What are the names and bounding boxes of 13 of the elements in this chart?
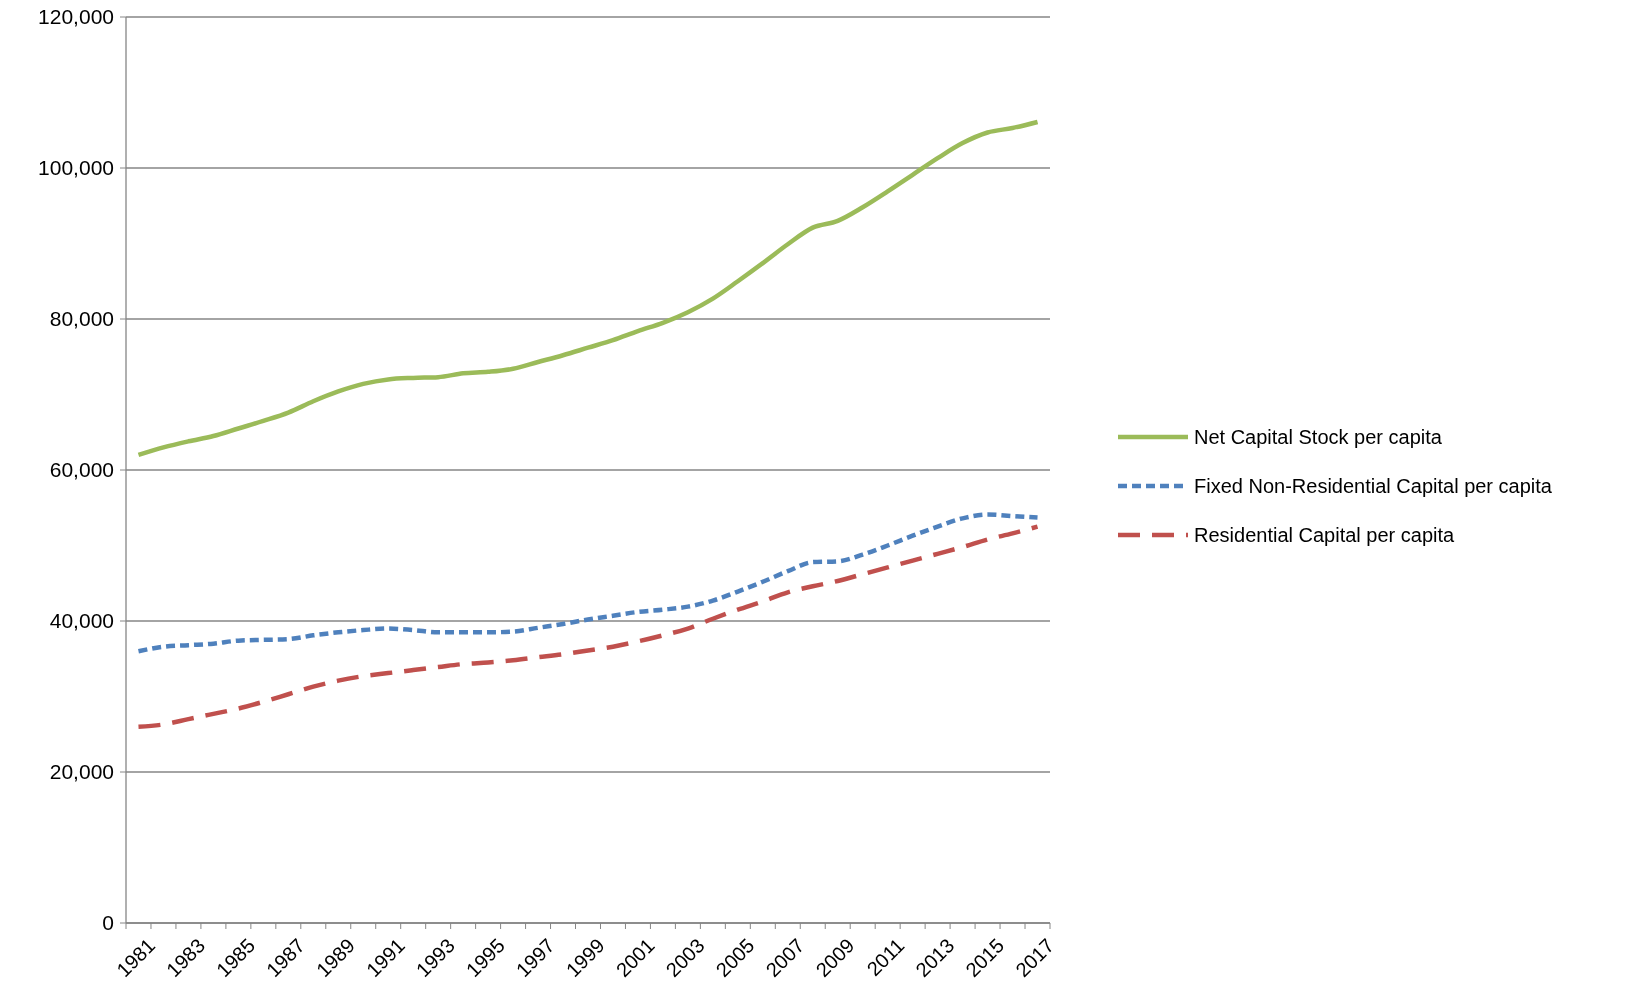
y-tick-label: 100,000 <box>38 156 114 180</box>
y-tick-label: 120,000 <box>38 5 114 29</box>
line-series <box>136 524 1040 729</box>
line-series <box>136 512 1040 654</box>
y-tick-label: 80,000 <box>49 307 114 331</box>
line-series <box>136 119 1040 458</box>
legend-label: Residential Capital per capita <box>1194 524 1456 546</box>
y-tick-label: 40,000 <box>49 609 114 633</box>
y-tick-label: 60,000 <box>49 458 114 482</box>
legend-label: Net Capital Stock per capita <box>1194 426 1443 448</box>
y-tick-label: 0 <box>102 911 114 935</box>
legend-label: Fixed Non-Residential Capital per capita <box>1194 475 1553 497</box>
y-tick-label: 20,000 <box>49 760 114 784</box>
